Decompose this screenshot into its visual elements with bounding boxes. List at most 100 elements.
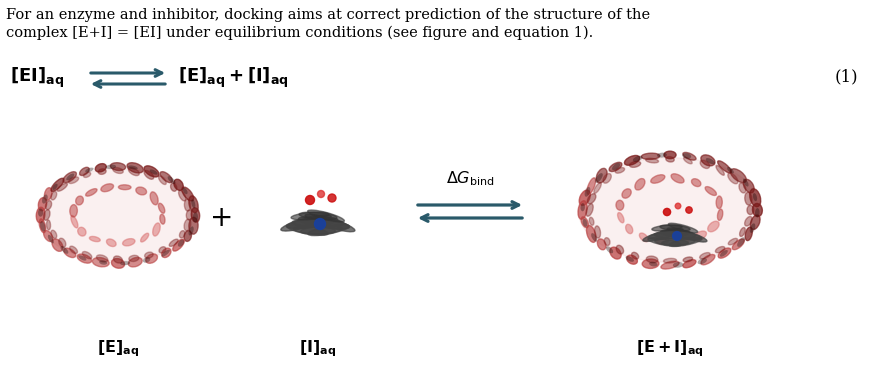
Ellipse shape [701,255,715,265]
Ellipse shape [60,246,68,254]
Ellipse shape [746,227,753,241]
Ellipse shape [48,235,54,244]
Ellipse shape [90,236,100,242]
Ellipse shape [743,179,754,193]
Ellipse shape [167,176,176,184]
Ellipse shape [649,262,658,266]
Ellipse shape [597,168,607,183]
Ellipse shape [584,187,591,197]
Ellipse shape [188,226,193,236]
Ellipse shape [719,248,731,258]
Ellipse shape [657,153,667,158]
Ellipse shape [739,183,746,193]
Ellipse shape [720,250,728,257]
Ellipse shape [305,214,354,232]
Ellipse shape [280,215,331,231]
Ellipse shape [683,152,696,160]
Ellipse shape [655,239,688,245]
Ellipse shape [287,224,328,236]
Ellipse shape [625,256,634,262]
Ellipse shape [123,238,135,246]
Ellipse shape [51,230,57,238]
Ellipse shape [186,210,192,220]
Ellipse shape [145,166,159,177]
Ellipse shape [645,158,658,163]
Ellipse shape [739,227,746,237]
Ellipse shape [179,231,185,238]
Ellipse shape [64,248,76,258]
Ellipse shape [159,176,166,184]
Ellipse shape [700,160,710,169]
Ellipse shape [731,169,746,183]
Ellipse shape [70,246,78,254]
Ellipse shape [671,174,684,183]
Ellipse shape [633,156,643,162]
Ellipse shape [97,255,108,262]
Ellipse shape [595,173,603,183]
Ellipse shape [745,216,753,226]
Ellipse shape [120,261,130,265]
Ellipse shape [299,212,337,220]
Ellipse shape [111,163,125,170]
Text: $\mathbf{[E + I]_{aq}}$: $\mathbf{[E + I]_{aq}}$ [636,338,704,358]
Ellipse shape [715,247,725,253]
Ellipse shape [84,172,91,177]
Ellipse shape [610,247,621,259]
Ellipse shape [594,183,601,194]
Ellipse shape [58,238,66,247]
Ellipse shape [606,246,613,253]
Ellipse shape [298,217,349,229]
Ellipse shape [44,188,52,200]
Ellipse shape [171,183,177,191]
Ellipse shape [685,207,692,213]
Ellipse shape [51,191,57,200]
Ellipse shape [642,259,658,268]
Ellipse shape [294,226,335,234]
Ellipse shape [57,183,67,191]
Text: $\Delta G_{\rm bind}$: $\Delta G_{\rm bind}$ [446,169,495,188]
Ellipse shape [287,217,338,229]
Ellipse shape [664,258,677,263]
Ellipse shape [101,184,113,192]
Ellipse shape [683,260,696,268]
Ellipse shape [661,261,679,269]
Ellipse shape [71,216,78,228]
Ellipse shape [698,258,707,264]
Ellipse shape [307,210,344,222]
Ellipse shape [579,190,591,205]
Ellipse shape [701,155,715,166]
Ellipse shape [150,192,159,205]
Ellipse shape [44,230,53,241]
Ellipse shape [586,226,596,243]
Ellipse shape [727,167,734,173]
Ellipse shape [162,250,170,256]
Ellipse shape [609,162,622,171]
Ellipse shape [665,157,674,162]
Ellipse shape [144,170,153,179]
Ellipse shape [750,189,760,207]
Ellipse shape [52,239,63,251]
Ellipse shape [85,167,93,173]
Ellipse shape [728,173,738,184]
Ellipse shape [706,158,715,164]
Ellipse shape [591,233,598,242]
Ellipse shape [616,200,624,210]
Ellipse shape [646,256,658,263]
Ellipse shape [128,167,139,176]
Ellipse shape [753,193,757,201]
Ellipse shape [150,169,158,174]
Text: $\rm\mathbf{[EI]_{aq}}$: $\rm\mathbf{[EI]_{aq}}$ [10,66,64,90]
Ellipse shape [583,219,587,227]
Ellipse shape [66,173,74,180]
Ellipse shape [162,248,171,258]
Ellipse shape [743,178,748,187]
Ellipse shape [78,255,86,261]
Ellipse shape [660,225,690,231]
Ellipse shape [578,201,587,219]
Ellipse shape [590,217,594,225]
Text: For an enzyme and inhibitor, docking aims at correct prediction of the structure: For an enzyme and inhibitor, docking aim… [6,8,650,22]
Ellipse shape [99,260,107,265]
Ellipse shape [70,205,78,217]
Ellipse shape [718,161,732,173]
Ellipse shape [639,233,648,242]
